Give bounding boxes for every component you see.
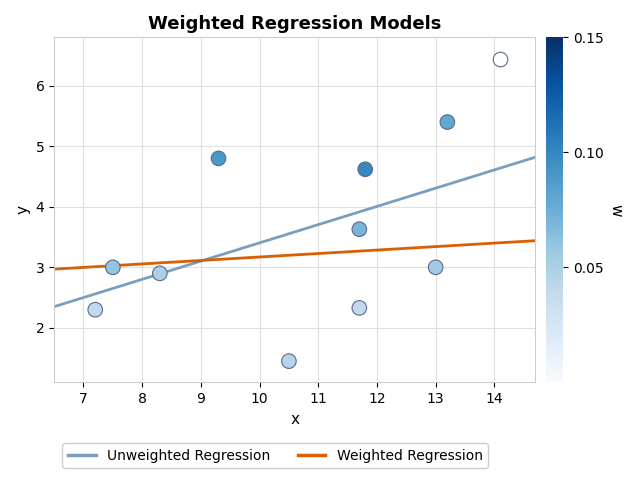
Point — [360, 166, 371, 173]
Point — [284, 357, 294, 365]
X-axis label: x: x — [291, 412, 300, 427]
Point — [354, 304, 364, 312]
Y-axis label: y: y — [15, 205, 30, 215]
Y-axis label: w: w — [608, 204, 623, 216]
Point — [354, 225, 364, 233]
Point — [495, 55, 506, 62]
Point — [90, 306, 100, 313]
Title: Weighted Regression Models: Weighted Regression Models — [148, 15, 442, 33]
Point — [442, 118, 452, 126]
Legend: Unweighted Regression, Weighted Regression: Unweighted Regression, Weighted Regressi… — [62, 443, 488, 468]
Point — [431, 264, 441, 271]
Point — [155, 270, 165, 277]
Point — [108, 264, 118, 271]
Point — [213, 155, 223, 162]
